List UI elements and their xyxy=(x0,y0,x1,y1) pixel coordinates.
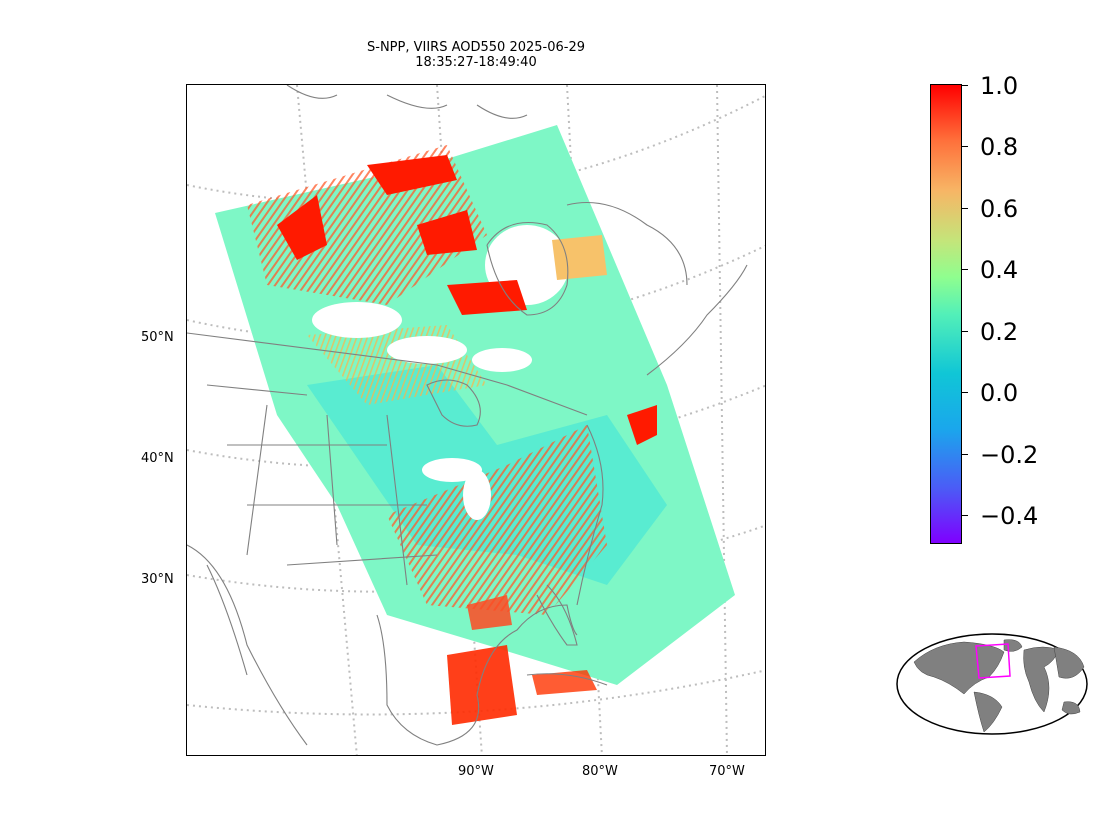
lon-label-90w: 90°W xyxy=(458,764,494,779)
swath-streaks-south xyxy=(387,425,607,615)
region-box xyxy=(975,643,1011,679)
gap-4 xyxy=(422,458,482,482)
title-line-1: S-NPP, VIIRS AOD550 2025-06-29 xyxy=(367,40,585,55)
colorbar-label: −0.4 xyxy=(980,502,1039,530)
cb-tick xyxy=(962,454,968,456)
east-coast xyxy=(576,424,604,606)
map-panel xyxy=(186,84,766,756)
smoke-plume-5 xyxy=(627,405,657,445)
cb-tick xyxy=(962,85,968,87)
state-lines xyxy=(206,384,438,586)
cb-tick xyxy=(962,515,968,517)
cb-tick xyxy=(962,208,968,210)
gulf-coast xyxy=(376,604,578,746)
gap-2 xyxy=(387,336,467,364)
cb-tick xyxy=(962,392,968,394)
border-us-canada xyxy=(187,332,588,416)
colorbar-label: 0.6 xyxy=(980,195,1019,223)
cb-tick xyxy=(962,331,968,333)
title-line-2: 18:35:27-18:49:40 xyxy=(415,55,537,70)
smoke-plume-2 xyxy=(367,155,457,195)
meridian-70 xyxy=(716,85,728,755)
baja xyxy=(206,564,248,676)
lat-label-30: 30°N xyxy=(141,572,174,587)
australia xyxy=(1061,701,1081,715)
hudson-bay xyxy=(486,221,569,316)
asia xyxy=(1053,646,1085,679)
great-lakes xyxy=(426,379,481,427)
colorbar-label: 0.8 xyxy=(980,133,1019,161)
colorbar-label: 0.0 xyxy=(980,379,1019,407)
cb-tick xyxy=(962,146,968,148)
lon-label-70w: 70°W xyxy=(709,764,745,779)
gap-1 xyxy=(312,302,402,338)
lat-label-50: 50°N xyxy=(141,330,174,345)
smoke-plume-3 xyxy=(417,210,477,255)
map-title: S-NPP, VIIRS AOD550 2025-06-29 18:35:27-… xyxy=(186,40,766,70)
lat-label-40: 40°N xyxy=(141,451,174,466)
smoke-gulf-1 xyxy=(447,645,517,725)
gap-3 xyxy=(472,348,532,372)
coastlines xyxy=(187,85,748,746)
colorbar xyxy=(930,84,962,544)
smoke-plume-6 xyxy=(467,595,512,630)
colorbar-label: 0.4 xyxy=(980,256,1019,284)
smoke-plume-1 xyxy=(277,195,327,260)
canada-coast xyxy=(646,264,748,376)
smoke-east-island xyxy=(552,235,607,280)
florida xyxy=(536,584,578,646)
arctic-islands xyxy=(286,85,528,119)
parallel-40 xyxy=(187,384,765,469)
world-locator-inset xyxy=(896,633,1088,735)
smoke-plume-4 xyxy=(447,280,527,315)
south-america xyxy=(973,691,1003,733)
gap-5 xyxy=(463,470,491,520)
coast-west xyxy=(187,544,308,746)
cb-tick xyxy=(962,269,968,271)
colorbar-label: 1.0 xyxy=(980,72,1019,100)
colorbar-label: −0.2 xyxy=(980,441,1039,469)
colorbar-label: 0.2 xyxy=(980,318,1019,346)
smoke-cuba xyxy=(532,670,597,695)
labrador xyxy=(566,202,688,286)
cuba-outline xyxy=(526,673,608,686)
map-canvas xyxy=(187,85,765,755)
lon-label-80w: 80°W xyxy=(582,764,618,779)
aod-swath xyxy=(215,125,735,725)
